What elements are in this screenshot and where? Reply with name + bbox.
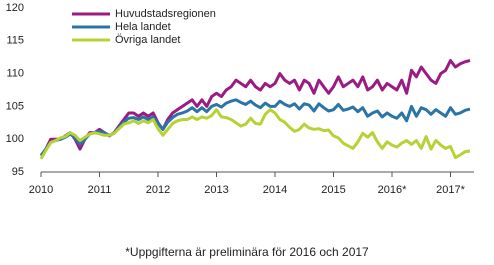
x-tick-label: 2011 — [88, 184, 112, 196]
series-line — [39, 98, 471, 157]
x-tick-label: 2015 — [321, 184, 345, 196]
x-tick-label: 2017* — [436, 184, 465, 196]
y-tick-label: 110 — [6, 68, 24, 80]
footnote: *Uppgifterna är preliminära för 2016 och… — [125, 245, 369, 259]
y-tick-label: 120 — [6, 2, 24, 14]
series-line — [39, 108, 471, 160]
legend-label: Hela landet — [115, 21, 171, 33]
legend-label: Huvudstadsregionen — [115, 8, 216, 20]
legend-label: Övriga landet — [115, 34, 180, 46]
x-tick-label: 2013 — [204, 184, 228, 196]
y-tick-label: 100 — [6, 133, 24, 145]
y-tick-label: 105 — [6, 100, 24, 112]
x-tick-label: 2010 — [29, 184, 53, 196]
x-tick-label: 2016* — [378, 184, 407, 196]
y-tick-label: 95 — [12, 166, 24, 178]
x-tick-label: 2012 — [146, 184, 170, 196]
x-tick-label: 2014 — [263, 184, 287, 196]
y-tick-label: 115 — [6, 35, 24, 47]
